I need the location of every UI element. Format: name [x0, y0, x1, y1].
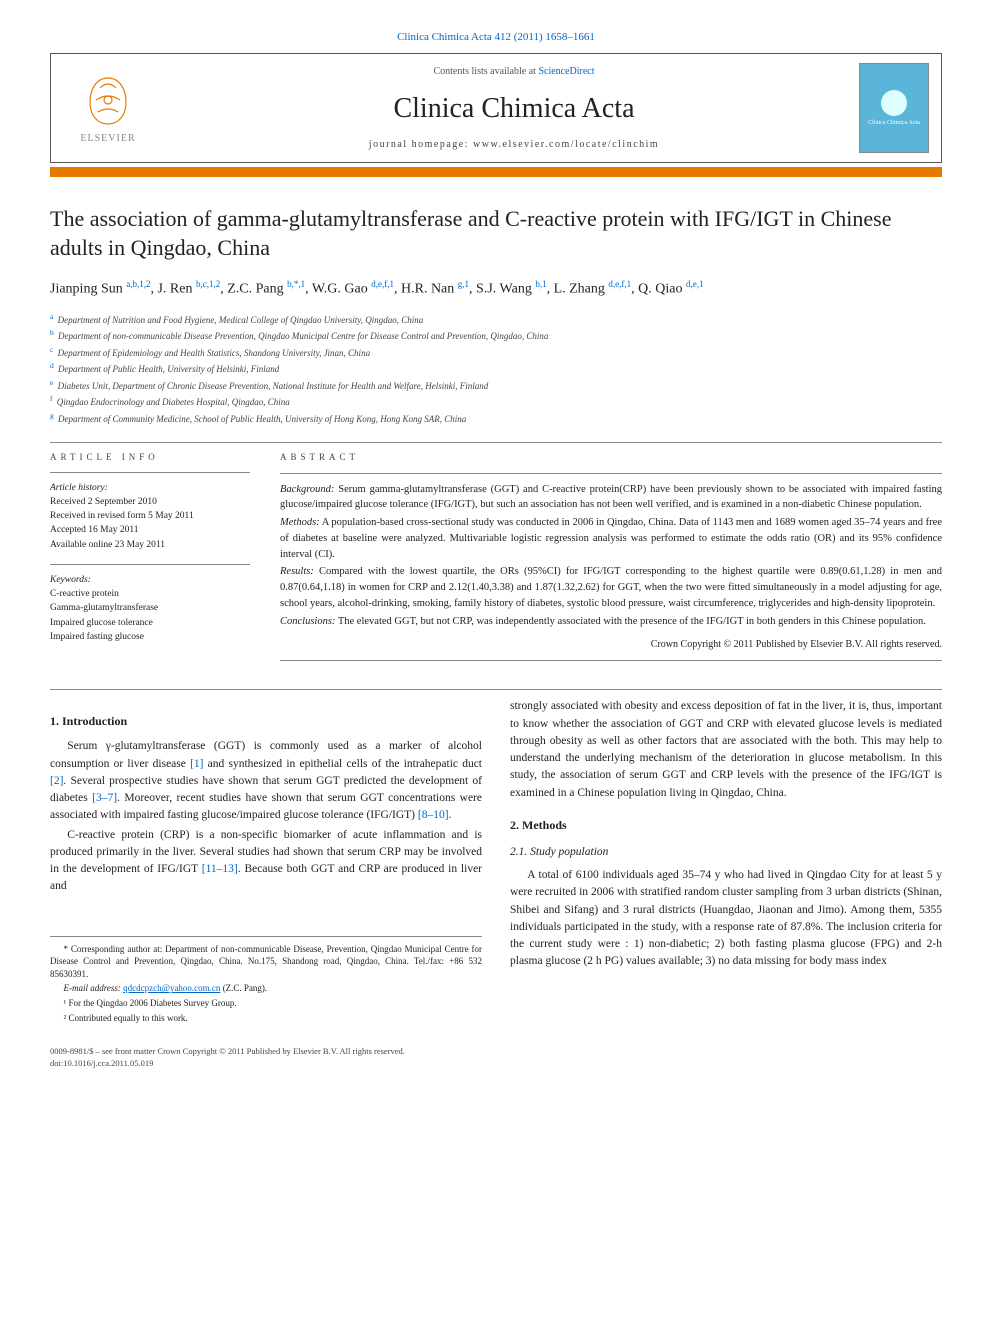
orange-divider-bar	[50, 167, 942, 177]
history-label: Article history:	[50, 481, 250, 495]
keyword-line: C-reactive protein	[50, 587, 250, 601]
journal-homepage: journal homepage: www.elsevier.com/locat…	[169, 138, 859, 152]
article-info-column: ARTICLE INFO Article history: Received 2…	[50, 451, 250, 669]
article-title: The association of gamma-glutamyltransfe…	[50, 205, 942, 262]
history-line: Available online 23 May 2011	[50, 538, 250, 552]
affiliations-list: a Department of Nutrition and Food Hygie…	[50, 311, 942, 427]
affiliation-line: f Qingdao Endocrinology and Diabetes Hos…	[50, 393, 942, 410]
journal-header: ELSEVIER Contents lists available at Sci…	[50, 53, 942, 163]
divider	[280, 473, 942, 474]
contents-available-line: Contents lists available at ScienceDirec…	[169, 65, 859, 79]
journal-cover-thumbnail: Clinica Chimica Acta	[859, 63, 929, 153]
keyword-line: Impaired glucose tolerance	[50, 616, 250, 630]
abstract-copyright: Crown Copyright © 2011 Published by Else…	[280, 637, 942, 652]
article-info-label: ARTICLE INFO	[50, 451, 250, 464]
abstract-label: ABSTRACT	[280, 451, 942, 465]
abs-results-label: Results:	[280, 566, 314, 577]
abstract-background: Background: Serum gamma-glutamyltransfer…	[280, 482, 942, 514]
study-population-paragraph: A total of 6100 individuals aged 35–74 y…	[510, 867, 942, 971]
abs-concl-label: Conclusions:	[280, 616, 335, 627]
history-line: Received 2 September 2010	[50, 495, 250, 509]
affiliation-line: g Department of Community Medicine, Scho…	[50, 410, 942, 427]
methods-heading: 2. Methods	[510, 816, 942, 834]
footnote-1: ¹ For the Qingdao 2006 Diabetes Survey G…	[50, 997, 482, 1010]
right-column: strongly associated with obesity and exc…	[510, 698, 942, 1026]
abs-concl-text: The elevated GGT, but not CRP, was indep…	[338, 616, 926, 627]
elsevier-logo: ELSEVIER	[63, 63, 153, 153]
affiliation-line: b Department of non-communicable Disease…	[50, 327, 942, 344]
footnote-2: ² Contributed equally to this work.	[50, 1012, 482, 1025]
email-who: (Z.C. Pang).	[223, 983, 268, 993]
left-column: 1. Introduction Serum γ-glutamyltransfer…	[50, 698, 482, 1026]
header-center: Contents lists available at ScienceDirec…	[169, 65, 859, 152]
footer-copyright: 0009-8981/$ – see front matter Crown Cop…	[50, 1046, 942, 1058]
corresponding-author: * Corresponding author at: Department of…	[50, 943, 482, 981]
affiliation-line: e Diabetes Unit, Department of Chronic D…	[50, 377, 942, 394]
journal-reference: Clinica Chimica Acta 412 (2011) 1658–166…	[50, 30, 942, 45]
footer-doi: doi:10.1016/j.cca.2011.05.019	[50, 1058, 942, 1070]
abs-bg-label: Background:	[280, 484, 334, 495]
email-line: E-mail address: qdcdcpzch@yahoo.com.cn (…	[50, 982, 482, 995]
affiliation-line: a Department of Nutrition and Food Hygie…	[50, 311, 942, 328]
divider	[50, 564, 250, 565]
intro-heading: 1. Introduction	[50, 712, 482, 730]
sciencedirect-link[interactable]: ScienceDirect	[538, 66, 594, 77]
abs-bg-text: Serum gamma-glutamyltransferase (GGT) an…	[280, 484, 942, 511]
body-columns: 1. Introduction Serum γ-glutamyltransfer…	[50, 698, 942, 1026]
intro-paragraph-2: C-reactive protein (CRP) is a non-specif…	[50, 827, 482, 896]
publisher-name: ELSEVIER	[80, 132, 135, 146]
divider	[50, 442, 942, 443]
keyword-line: Gamma-glutamyltransferase	[50, 601, 250, 615]
abstract-results: Results: Compared with the lowest quarti…	[280, 564, 942, 611]
history-line: Received in revised form 5 May 2011	[50, 509, 250, 523]
email-link[interactable]: qdcdcpzch@yahoo.com.cn	[123, 983, 220, 993]
cover-circle-icon	[881, 90, 907, 116]
article-history-block: Article history: Received 2 September 20…	[50, 481, 250, 552]
divider	[280, 660, 942, 661]
divider	[50, 472, 250, 473]
abstract-column: ABSTRACT Background: Serum gamma-glutamy…	[280, 451, 942, 669]
affiliation-line: d Department of Public Health, Universit…	[50, 360, 942, 377]
abs-methods-text: A population-based cross-sectional study…	[280, 517, 942, 560]
keywords-block: Keywords: C-reactive proteinGamma-glutam…	[50, 573, 250, 644]
authors-list: Jianping Sun a,b,1,2, J. Ren b,c,1,2, Z.…	[50, 277, 942, 301]
abs-results-text: Compared with the lowest quartile, the O…	[280, 566, 942, 609]
email-label: E-mail address:	[64, 983, 121, 993]
footer-metadata: 0009-8981/$ – see front matter Crown Cop…	[50, 1046, 942, 1070]
keyword-line: Impaired fasting glucose	[50, 630, 250, 644]
affiliation-line: c Department of Epidemiology and Health …	[50, 344, 942, 361]
intro-paragraph-1: Serum γ-glutamyltransferase (GGT) is com…	[50, 738, 482, 824]
intro-continuation: strongly associated with obesity and exc…	[510, 698, 942, 802]
footnotes-block: * Corresponding author at: Department of…	[50, 936, 482, 1025]
journal-name: Clinica Chimica Acta	[169, 89, 859, 128]
study-population-heading: 2.1. Study population	[510, 844, 942, 861]
contents-prefix: Contents lists available at	[433, 66, 538, 77]
cover-text: Clinica Chimica Acta	[868, 120, 920, 127]
keywords-label: Keywords:	[50, 573, 250, 587]
abstract-methods: Methods: A population-based cross-sectio…	[280, 515, 942, 562]
divider	[50, 689, 942, 690]
history-line: Accepted 16 May 2011	[50, 523, 250, 537]
info-abstract-row: ARTICLE INFO Article history: Received 2…	[50, 451, 942, 669]
abstract-conclusions: Conclusions: The elevated GGT, but not C…	[280, 614, 942, 630]
abs-methods-label: Methods:	[280, 517, 320, 528]
